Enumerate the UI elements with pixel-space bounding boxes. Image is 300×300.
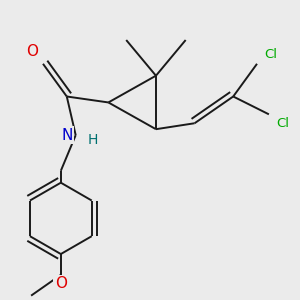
Text: H: H <box>88 133 98 147</box>
Text: O: O <box>55 276 67 291</box>
Text: N: N <box>61 128 73 142</box>
Text: Cl: Cl <box>264 48 278 61</box>
Text: O: O <box>26 44 38 59</box>
Text: Cl: Cl <box>276 117 289 130</box>
